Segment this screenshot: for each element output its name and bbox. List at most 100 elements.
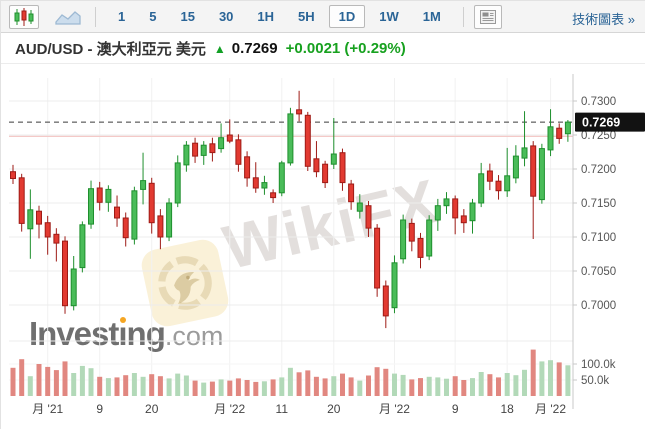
candle-body (538, 148, 545, 201)
candle-body (512, 155, 519, 179)
timeframe-5-button[interactable]: 5 (139, 5, 166, 28)
volume-bar (27, 376, 33, 396)
volume-bar (487, 374, 493, 396)
volume-bar (192, 380, 198, 396)
candle-body (287, 113, 294, 164)
candlestick-chart-type-button[interactable] (9, 4, 39, 29)
volume-bar (53, 370, 59, 396)
candle-body (304, 114, 311, 167)
candle-body (478, 173, 485, 204)
candle-body (166, 202, 173, 238)
candle-body (452, 198, 459, 219)
volume-axis-label: 100.0k (581, 359, 616, 371)
candle-body (339, 152, 346, 184)
candle-body (88, 188, 94, 225)
candle-body (296, 109, 303, 115)
timeframe-30-button[interactable]: 30 (209, 5, 243, 28)
volume-bar (45, 366, 51, 396)
x-axis-label: 9 (452, 402, 459, 416)
volume-bar (426, 376, 432, 396)
instrument-title: AUD/USD - 澳大利亞元 美元 (15, 41, 206, 58)
volume-bar (279, 377, 285, 396)
volume-bar (452, 376, 458, 396)
candle-body (105, 188, 112, 203)
x-axis-label: 9 (96, 402, 103, 416)
candle-body (261, 182, 268, 189)
investing-logo: Investı ng.com (29, 315, 223, 353)
timeframe-1h-button[interactable]: 1H (247, 5, 284, 28)
y-axis-label: 0.7150 (581, 198, 616, 210)
toolbar-divider (462, 6, 464, 27)
candle-body (521, 147, 528, 159)
volume-bar (62, 361, 68, 396)
news-icon (479, 9, 496, 24)
x-axis-label: 月 '22 (379, 402, 410, 416)
candle-body (391, 262, 398, 309)
y-axis-label: 0.7000 (581, 300, 616, 312)
candle-body (556, 127, 563, 139)
volume-bar (305, 370, 311, 396)
price-volume-chart[interactable]: 0.7300 0.7250 0.7200 0.7150 0.7100 0.7050 0.70… (1, 64, 645, 429)
candle-body (443, 198, 450, 207)
timeframe-1d-button[interactable]: 1D (328, 5, 366, 28)
volume-bar (79, 365, 85, 396)
candle-body (53, 233, 60, 244)
volume-bar (71, 373, 77, 396)
candle-body (356, 202, 363, 212)
volume-bar (261, 381, 267, 396)
line-chart-type-button[interactable] (51, 5, 85, 29)
volume-bar (209, 381, 215, 396)
volume-bar (435, 377, 441, 396)
candle-body (183, 144, 190, 166)
volume-bar (565, 365, 571, 396)
volume-bar (287, 367, 293, 396)
volume-bar (105, 378, 111, 396)
timeframe-1w-button[interactable]: 1W (369, 5, 409, 28)
timeframe-1-button[interactable]: 1 (108, 5, 135, 28)
last-price-value: 0.7269 (231, 40, 278, 57)
candle-body (426, 219, 433, 257)
volume-bar (313, 376, 319, 396)
timeframe-15-button[interactable]: 15 (170, 5, 204, 28)
candle-body (495, 180, 502, 192)
y-axis-label: 0.7300 (581, 96, 616, 108)
investing-logo-suffix: .com (164, 321, 224, 351)
volume-bar (331, 376, 337, 396)
candle-body (382, 285, 389, 317)
volume-bar (175, 373, 181, 396)
candle-body (209, 143, 216, 154)
timeframe-1m-button[interactable]: 1M (413, 5, 451, 28)
last-price-tag-value: 0.7269 (582, 116, 620, 130)
quote-bar: AUD/USD - 澳大利亞元 美元 ▲ 0.7269 +0.0021 (+0.… (1, 34, 645, 64)
volume-bar (140, 376, 146, 396)
news-view-button[interactable] (473, 4, 502, 29)
candle-body (278, 162, 285, 194)
volume-bar (539, 361, 545, 396)
candle-body (192, 142, 199, 157)
candle-body (270, 192, 277, 199)
wikifx-eagle-watermark (138, 236, 232, 330)
chart-area: WikiFX Investı ng.com 0.7300 0.7250 0.7200 0… (1, 64, 645, 429)
candle-body (174, 162, 181, 204)
candle-body (10, 171, 16, 179)
volume-bar (97, 376, 103, 396)
volume-bar (36, 364, 42, 396)
volume-bar (123, 375, 129, 396)
volume-bar (556, 362, 562, 396)
volume-bar (19, 359, 25, 396)
candle-body (504, 175, 511, 192)
volume-bar (418, 378, 423, 396)
candle-body (408, 222, 415, 242)
volume-bar (383, 368, 389, 396)
timeframe-5h-button[interactable]: 5H (288, 5, 325, 28)
volume-bar (270, 379, 276, 396)
candle-body (114, 206, 120, 219)
candle-body (122, 217, 129, 239)
candle-body (365, 205, 372, 229)
x-axis-label: 20 (327, 402, 341, 416)
technical-chart-link[interactable]: 技術圖表 » (572, 12, 635, 27)
volume-axis-label: 50.0k (581, 375, 609, 387)
last-price-tag: 0.7269 (575, 112, 645, 132)
volume-bar (166, 378, 172, 396)
candle-body (140, 180, 147, 190)
